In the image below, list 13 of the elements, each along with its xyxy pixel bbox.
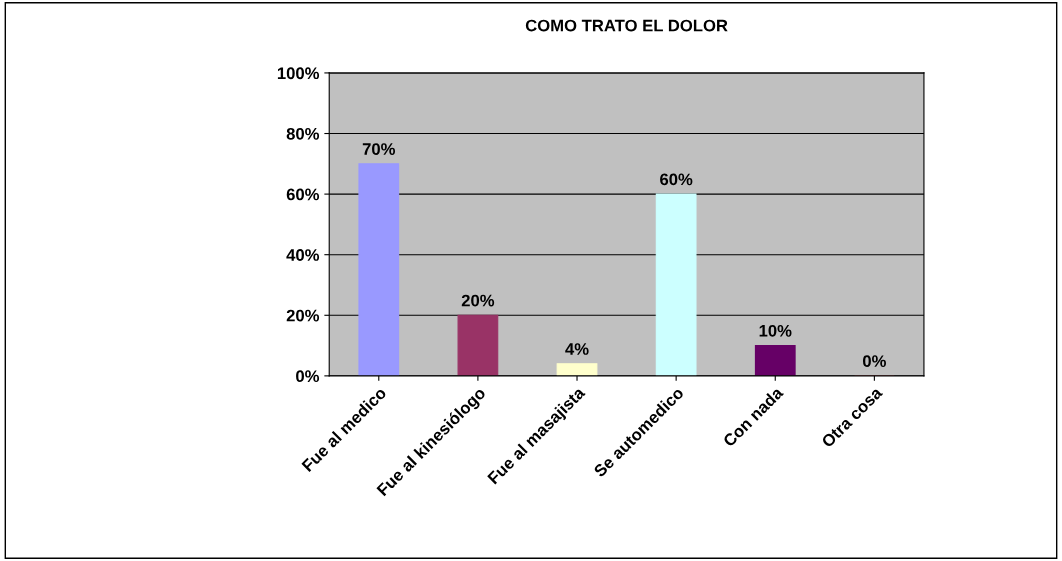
y-tick-label: 80% [286, 127, 320, 140]
data-label: 0% [862, 355, 886, 368]
data-label: 10% [759, 324, 792, 337]
y-tick-label: 40% [286, 249, 320, 261]
data-label: 20% [461, 294, 495, 307]
y-tick-label: 100% [277, 67, 320, 80]
y-tick-label: 0% [296, 370, 320, 383]
y-tick-label: 20% [286, 309, 320, 322]
y-tick-label: 60% [286, 188, 320, 201]
data-label: 4% [565, 343, 589, 355]
chart-title: COMO TRATO EL DOLOR [525, 19, 728, 32]
data-label: 60% [660, 173, 693, 186]
data-label: 70% [362, 143, 396, 155]
